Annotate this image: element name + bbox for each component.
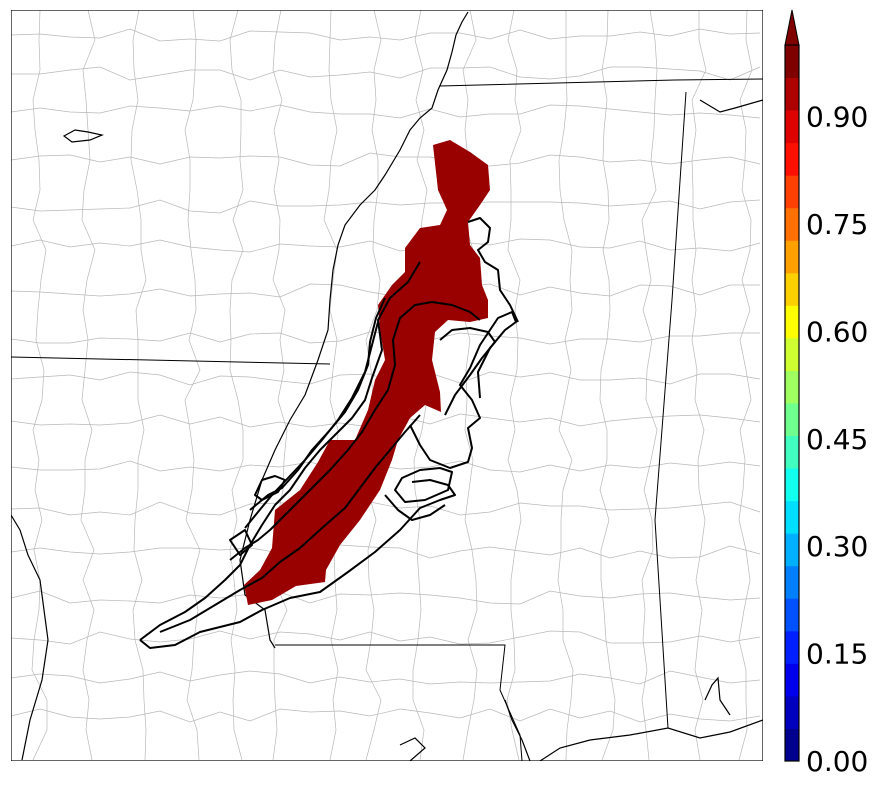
map-panel (11, 10, 763, 761)
colorbar-segment (785, 630, 799, 664)
colorbar-outline (784, 44, 800, 762)
colorbar-segment (785, 77, 799, 111)
state-boundaries (11, 78, 763, 761)
colorbar-tick-label: 0.60 (806, 315, 868, 348)
colorbar-segment (785, 175, 799, 209)
colorbar-segment (785, 468, 799, 502)
county-boundaries (11, 10, 761, 761)
colorbar-tick-label: 0.45 (806, 423, 868, 456)
colorbar-segment (785, 305, 799, 339)
colorbar-segment (785, 142, 799, 176)
colorbar-tick-label: 0.90 (806, 101, 868, 134)
colorbar-segment (785, 695, 799, 729)
colorbar-segment (785, 598, 799, 632)
ensemble-contours (139, 217, 519, 649)
colorbar-segment (785, 565, 799, 599)
colorbar-segment (785, 728, 799, 762)
colorbar-tick-label: 0.00 (806, 745, 868, 778)
colorbar-segment (785, 500, 799, 534)
colorbar-segment (785, 435, 799, 469)
colorbar-extend-arrow (784, 9, 800, 46)
colorbar-segment (785, 370, 799, 404)
probability-swath (244, 140, 490, 605)
colorbar: 0.00 0.15 0.30 0.45 0.60 0.75 0.90 (784, 9, 868, 778)
colorbar-segment (785, 337, 799, 371)
colorbar-segment (785, 110, 799, 144)
colorbar-tick-label: 0.15 (806, 638, 868, 671)
colorbar-tick-label: 0.30 (806, 530, 868, 563)
colorbar-segment (785, 403, 799, 437)
colorbar-segment (785, 272, 799, 306)
colorbar-segment (785, 533, 799, 567)
colorbar-segment (785, 45, 799, 79)
colorbar-tick-label: 0.75 (806, 208, 868, 241)
colorbar-segment (785, 207, 799, 241)
colorbar-segment (785, 663, 799, 697)
colorbar-segment (785, 240, 799, 274)
